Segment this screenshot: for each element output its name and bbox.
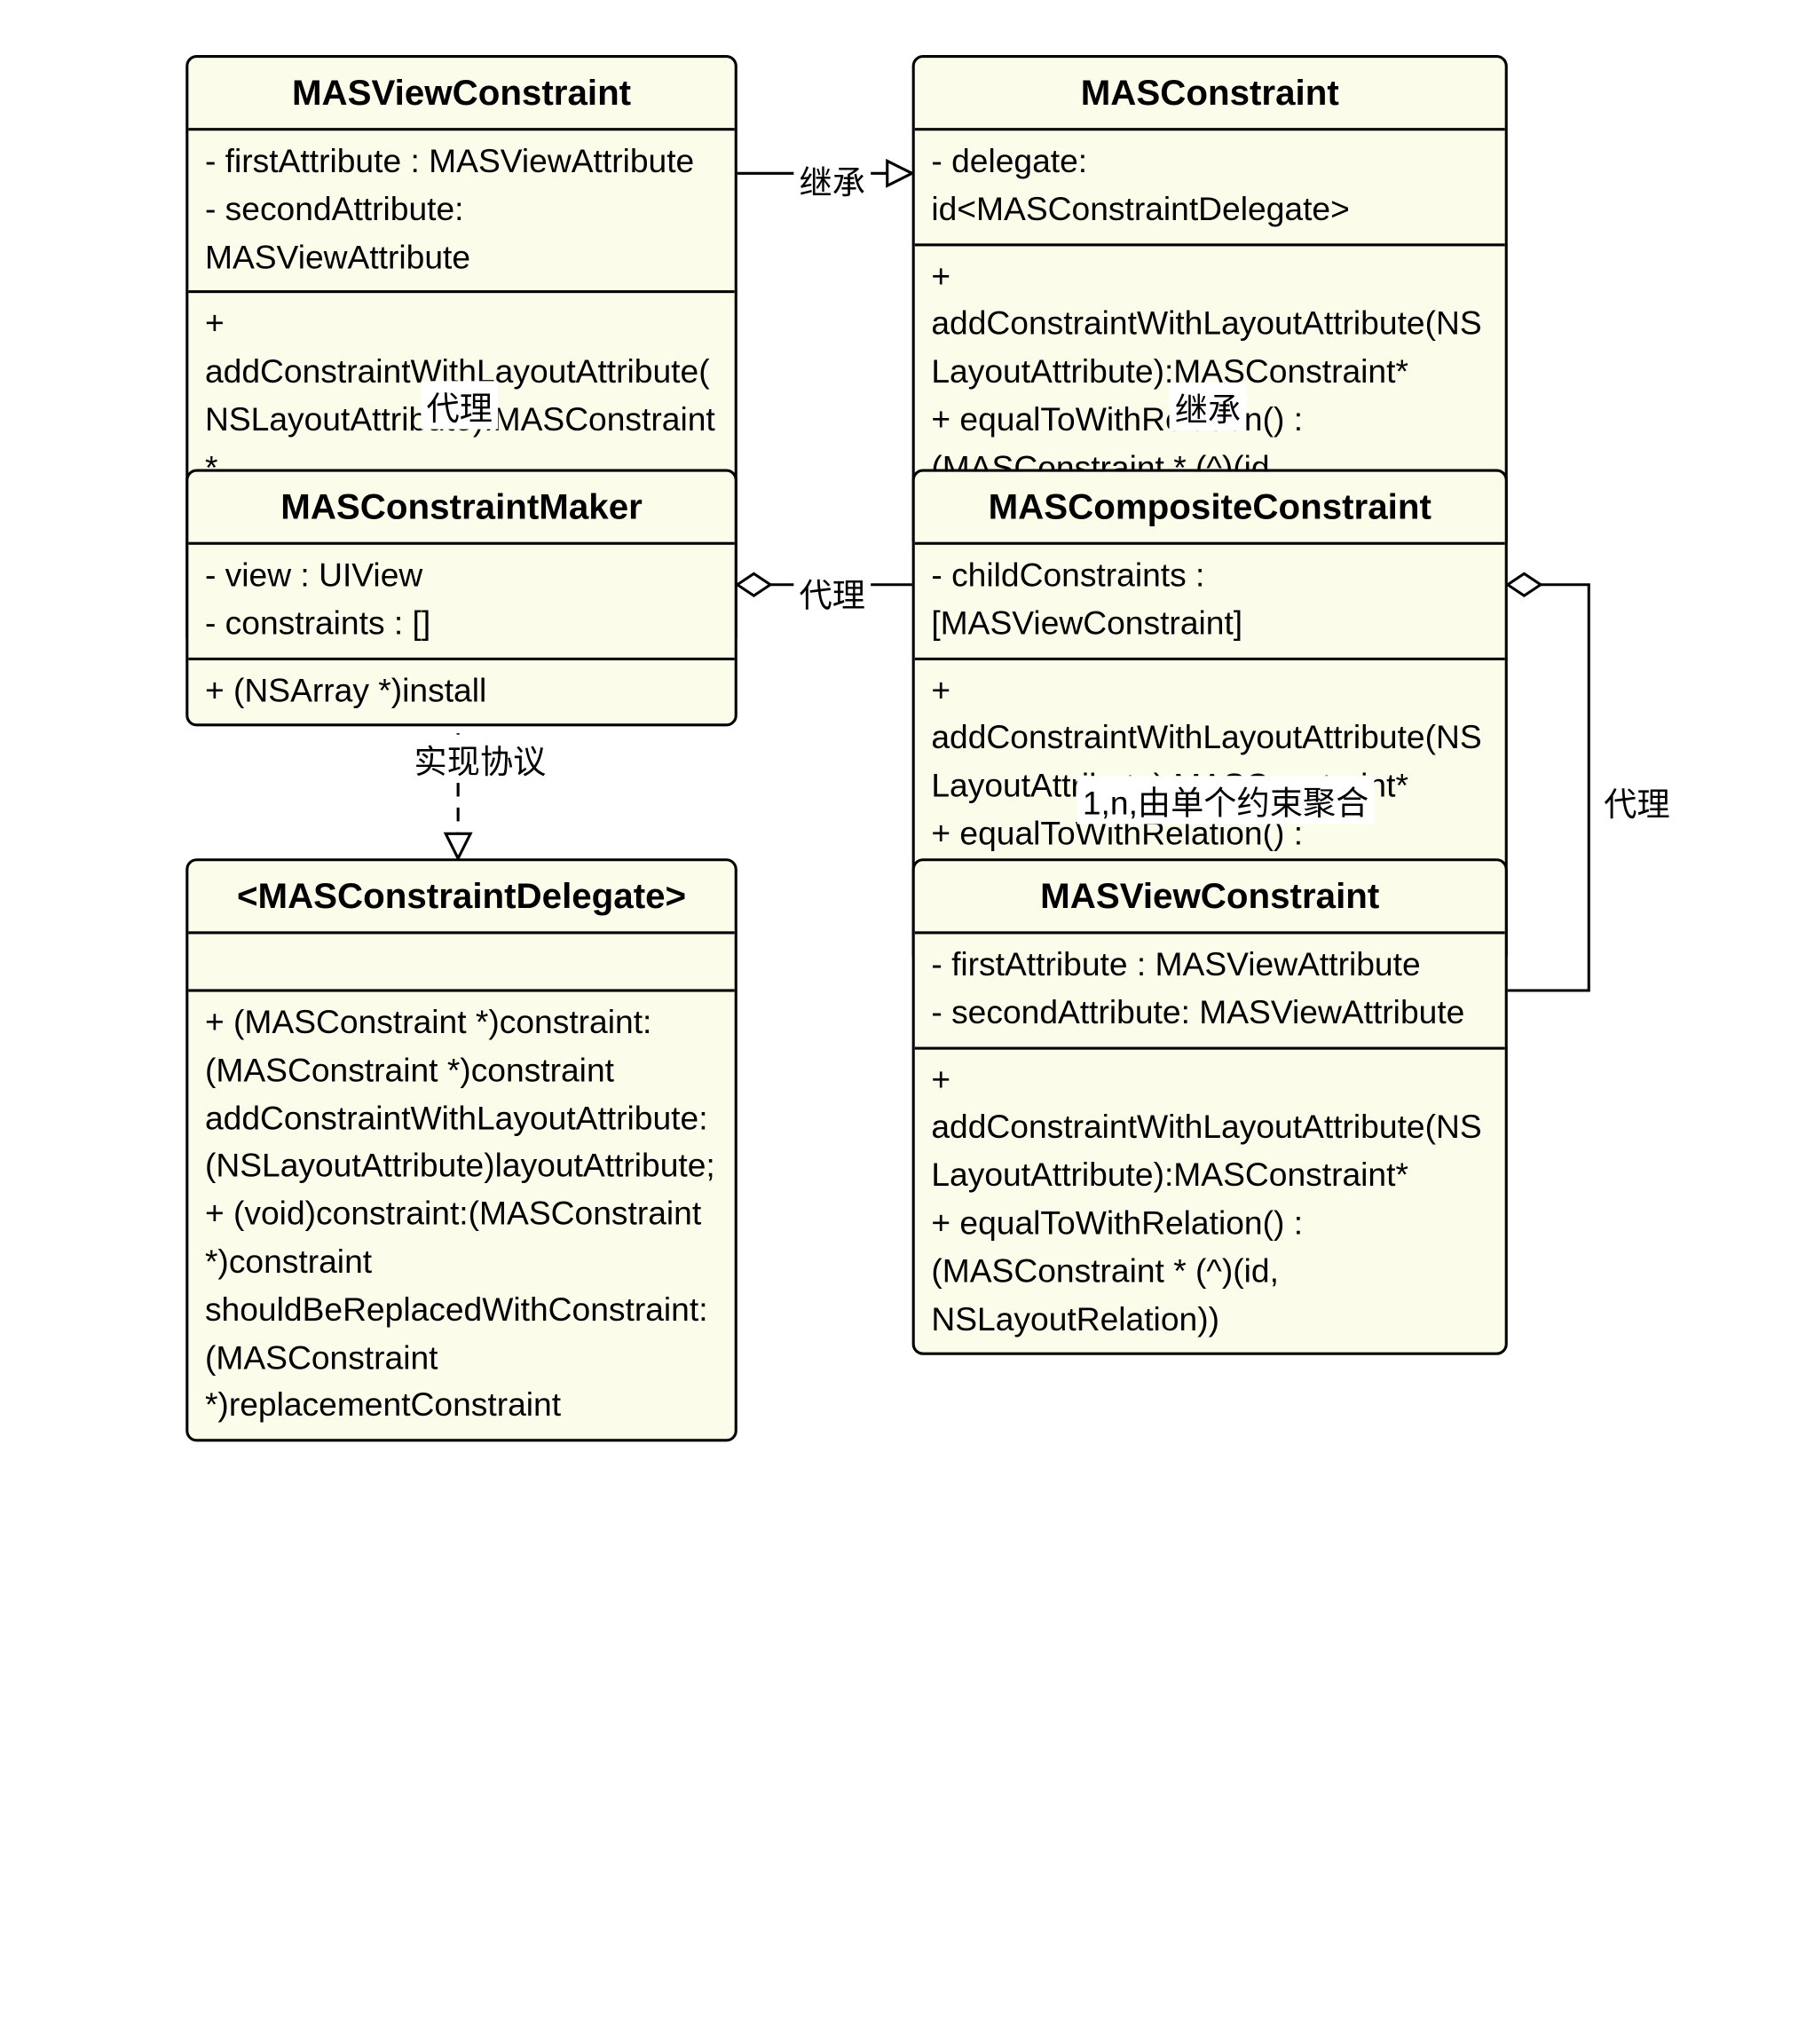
attr-line: - secondAttribute: MASViewAttribute [205,186,718,282]
arrowhead-maker_to_delegate_realize [446,833,470,858]
attr-line: - firstAttribute : MASViewAttribute [931,943,1488,990]
attr-line: - secondAttribute: MASViewAttribute [931,990,1488,1038]
edge-label-composite_to_vc_aggregate: 1,n,由单个约束聚合 [1077,776,1375,824]
attr-line: - constraints : [] [205,601,718,649]
op-line: + (NSArray *)install [205,668,718,716]
class-attributes: - firstAttribute : MASViewAttribute- sec… [188,130,734,294]
edge-label-composite_to_constraint_inherit: 继承 [1170,383,1247,430]
arrowhead-maker_to_composite_delegate [737,573,770,596]
class-mas_constraint_delegate: <MASConstraintDelegate> + (MASConstraint… [185,858,737,1441]
class-mas_constraint_maker: MASConstraintMaker- view : UIView- const… [185,470,737,727]
class-title: MASViewConstraint [188,58,734,130]
op-line: + (MASConstraint *)constraint:(MASConstr… [205,1000,718,1192]
class-attributes: - delegate: id<MASConstraintDelegate> [915,130,1505,246]
class-attributes: - firstAttribute : MASViewAttribute- sec… [915,934,1505,1049]
class-attributes: - childConstraints : [MASViewConstraint] [915,545,1505,660]
op-line: + equalToWithRelation() : (MASConstraint… [931,1201,1488,1345]
edge-label-vc_to_c_inherit: 继承 [793,155,871,203]
edge-vc_bottom_to_composite_delegate [1508,585,1589,990]
arrowhead-vc_to_c_inherit [887,161,912,185]
edge-label-vc_to_maker_delegate: 代理 [421,381,498,429]
attr-line: - firstAttribute : MASViewAttribute [205,139,718,187]
class-attributes: - view : UIView- constraints : [] [188,545,734,660]
class-operations: + (NSArray *)install [188,659,734,724]
class-title: <MASConstraintDelegate> [188,861,734,934]
class-title: MASViewConstraint [915,861,1505,934]
attr-line: - view : UIView [205,553,718,601]
class-title: MASCompositeConstraint [915,472,1505,545]
edge-label-vc_bottom_to_composite_delegate: 代理 [1598,777,1676,825]
class-operations: + addConstraintWithLayoutAttribute(NSLay… [915,1049,1505,1353]
class-title: MASConstraintMaker [188,472,734,545]
attr-line: - delegate: id<MASConstraintDelegate> [931,139,1488,235]
arrowhead-vc_bottom_to_composite_delegate [1508,573,1541,596]
op-line: + (void)constraint:(MASConstraint *)cons… [205,1192,718,1432]
class-attributes [188,934,734,991]
uml-canvas: CSDN @Albert_YuHan MASViewConstraint- fi… [0,0,1814,2044]
class-mas_view_constraint_bottom: MASViewConstraint- firstAttribute : MASV… [912,858,1508,1355]
attr-line: - childConstraints : [MASViewConstraint] [931,553,1488,649]
edge-label-maker_to_delegate_realize: 实现协议 [408,735,551,783]
edge-label-maker_to_composite_delegate: 代理 [793,568,871,616]
class-title: MASConstraint [915,58,1505,130]
op-line: + addConstraintWithLayoutAttribute(NSLay… [931,1057,1488,1201]
op-line: + addConstraintWithLayoutAttribute(NSLay… [931,254,1488,398]
class-operations: + (MASConstraint *)constraint:(MASConstr… [188,992,734,1440]
